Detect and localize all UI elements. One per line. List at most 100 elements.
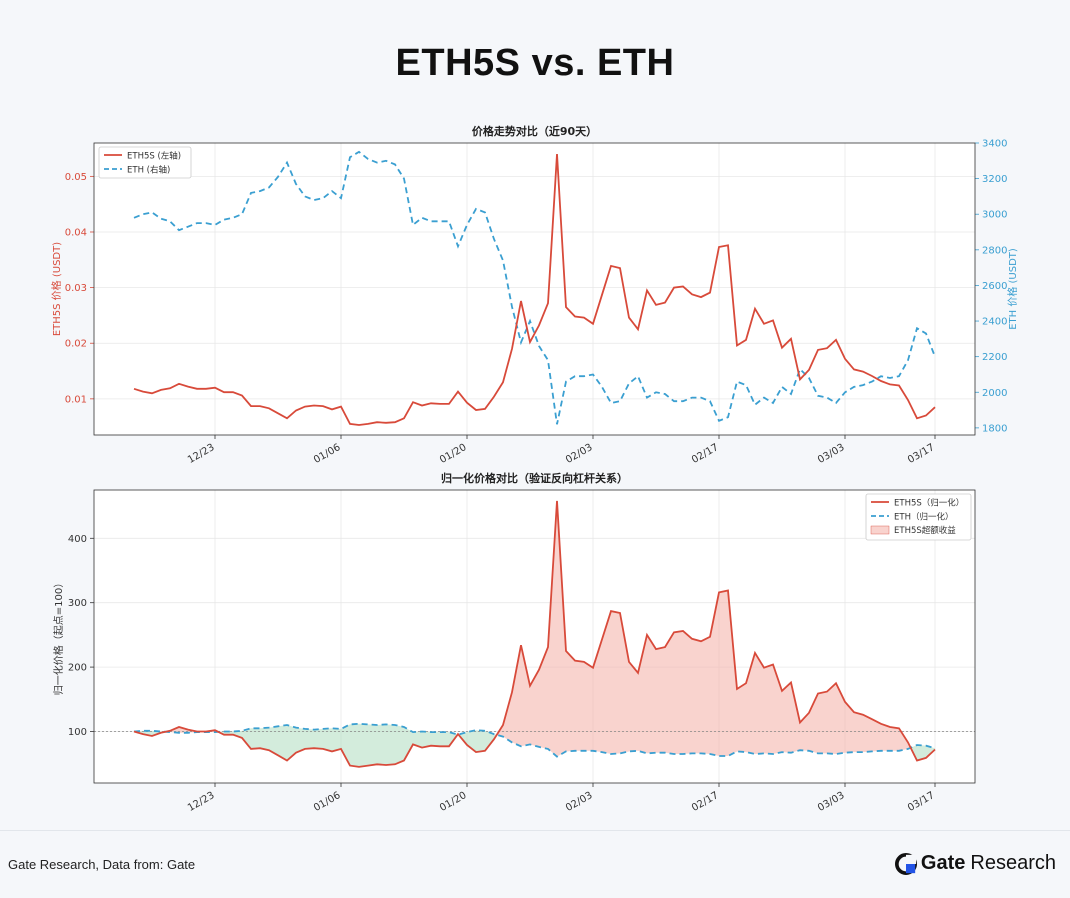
chart2-excess-fill — [413, 731, 422, 748]
chart2-excess-fill — [476, 730, 485, 753]
chart2-excess-fill — [395, 725, 404, 765]
chart2-xtick-label: 03/03 — [816, 790, 846, 814]
chart2-excess-fill — [287, 725, 296, 761]
chart2-excess-fill — [899, 728, 908, 751]
chart2-excess-fill — [269, 726, 278, 756]
chart1-ytick-label: 0.05 — [65, 172, 87, 183]
chart2-excess-fill — [485, 730, 494, 751]
chart2-excess-fill — [791, 682, 800, 753]
chart2-excess-fill — [332, 728, 341, 752]
chart2-excess-fill — [422, 731, 431, 748]
chart2-xtick-label: 01/06 — [312, 790, 342, 814]
chart2-excess-fill — [737, 683, 746, 753]
chart2-excess-fill — [296, 727, 305, 753]
chart2-excess-fill — [260, 727, 269, 751]
chart2-excess-fill — [584, 661, 593, 751]
chart2-excess-fill — [692, 638, 701, 754]
chart2-excess-fill — [242, 728, 251, 749]
chart2-excess-fill — [368, 724, 377, 766]
chart2-xtick-label: 01/20 — [438, 790, 468, 814]
chart2-ylabel: 归一化价格（起点=100） — [52, 578, 65, 695]
chart2-ytick-label: 200 — [68, 663, 87, 674]
chart1-y2tick-label: 2000 — [982, 388, 1007, 399]
chart2-excess-fill — [764, 664, 773, 755]
chart2-series-eth5s — [133, 500, 936, 768]
chart1-ytick-label: 0.01 — [65, 394, 87, 405]
chart2-ytick-label: 400 — [68, 534, 87, 545]
chart2-excess-fill — [314, 728, 323, 749]
chart1-ytick-label: 0.04 — [65, 227, 87, 238]
chart1-ytick-label: 0.03 — [65, 283, 87, 294]
chart1-xtick-label: 01/06 — [312, 442, 342, 466]
chart2-excess-fill — [323, 728, 332, 752]
chart2-legend-swatch-excess — [870, 525, 890, 535]
chart2-excess-fill — [854, 712, 863, 753]
chart2-excess-fill — [431, 732, 440, 747]
chart2-excess-fill — [512, 645, 521, 747]
chart2-excess-fill — [404, 726, 413, 761]
chart1-legend-label-eth: ETH (右轴) — [127, 165, 170, 176]
chart2-title: 归一化价格对比（验证反向杠杆关系） — [441, 471, 628, 485]
chart2-excess-fill — [593, 639, 602, 753]
chart2-excess-fill — [917, 745, 926, 761]
chart2-excess-fill — [521, 645, 530, 747]
chart2-legend-label-eth: ETH（归一化） — [894, 512, 953, 523]
chart1-xtick-label: 03/03 — [816, 442, 846, 466]
chart2-ytick-label: 100 — [68, 727, 87, 738]
chart2-excess-fill — [710, 592, 719, 756]
chart2-excess-fill — [755, 652, 764, 755]
chart2-excess-fill — [539, 647, 548, 749]
chart2-excess-fill — [602, 611, 611, 755]
chart2-excess-fill — [845, 701, 854, 753]
chart2-legend-label-excess: ETH5S超额收益 — [894, 525, 956, 536]
chart1-y2tick-label: 2800 — [982, 245, 1007, 256]
chart2-excess-fill — [827, 683, 836, 755]
chart2-excess-fill — [620, 612, 629, 754]
chart2-excess-fill — [305, 728, 314, 749]
brand-name: Gate — [920, 852, 966, 874]
chart2-excess-fill — [359, 723, 368, 767]
chart1-xtick-label: 02/17 — [690, 442, 720, 466]
chart2-excess-fill — [647, 634, 656, 754]
chart2-excess-fill — [728, 590, 737, 756]
chart1-y2tick-label: 2400 — [982, 317, 1007, 328]
chart2-xtick-label: 02/03 — [564, 790, 594, 814]
chart2-excess-fill — [683, 631, 692, 755]
chart2-excess-fill — [251, 728, 260, 749]
chart1-y2tick-label: 3200 — [982, 174, 1007, 185]
chart2-excess-fill — [818, 691, 827, 754]
chart1-frame — [93, 142, 976, 436]
chart2-excess-fill — [782, 682, 791, 753]
chart2-xtick-label: 02/17 — [690, 790, 720, 814]
chart2-excess-fill — [665, 632, 674, 755]
chart2-excess-fill — [863, 714, 872, 753]
chart2-excess-fill — [674, 631, 683, 755]
chart1-xtick-label: 01/20 — [438, 442, 468, 466]
chart2-legend-label-eth5s: ETH5S（归一化） — [894, 498, 964, 509]
chart2-excess-fill — [611, 611, 620, 755]
chart1-y2tick-label: 3400 — [982, 139, 1007, 150]
chart2-excess-fill — [881, 723, 890, 751]
page-title: ETH5S vs. ETH — [395, 42, 675, 84]
chart2-excess-fill — [377, 724, 386, 765]
chart1-series-eth5s — [133, 154, 936, 426]
chart2-excess-fill — [350, 723, 359, 767]
brand-logo: Gate Research — [894, 852, 1056, 875]
chart2-excess-fill — [566, 650, 575, 752]
brand-suffix: Research — [970, 852, 1056, 874]
chart2-legend — [865, 493, 972, 541]
chart2-xtick-label: 12/23 — [186, 790, 216, 814]
chart2-excess-fill — [890, 726, 899, 751]
chart2-excess-fill — [386, 724, 395, 765]
footer-divider — [0, 830, 1070, 831]
data-source: Gate Research, Data from: Gate — [8, 857, 196, 872]
chart2-excess-fill — [440, 732, 449, 747]
chart2-ytick-label: 300 — [68, 598, 87, 609]
chart1-legend-label-eth5s: ETH5S (左轴) — [127, 151, 181, 162]
charts-canvas: 价格走势对比（近90天）0.010.020.030.040.0518002000… — [50, 124, 1019, 814]
chart1-plot-area — [94, 143, 975, 435]
chart1-xtick-label: 03/17 — [906, 442, 936, 466]
chart2-excess-fill — [701, 636, 710, 755]
chart2-excess-fill — [548, 500, 557, 757]
chart1-xtick-label: 02/03 — [564, 442, 594, 466]
